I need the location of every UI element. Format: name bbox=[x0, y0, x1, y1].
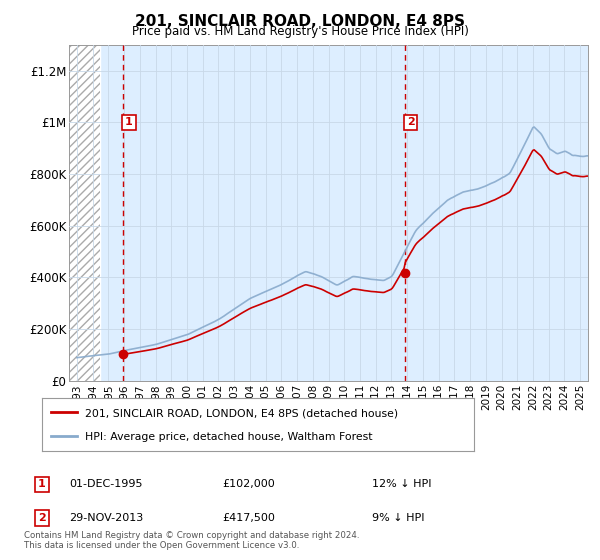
Text: 9% ↓ HPI: 9% ↓ HPI bbox=[372, 513, 425, 523]
Text: 1: 1 bbox=[125, 118, 133, 127]
Text: £417,500: £417,500 bbox=[222, 513, 275, 523]
Text: HPI: Average price, detached house, Waltham Forest: HPI: Average price, detached house, Walt… bbox=[85, 432, 373, 442]
Text: Contains HM Land Registry data © Crown copyright and database right 2024.
This d: Contains HM Land Registry data © Crown c… bbox=[24, 530, 359, 550]
Text: 2: 2 bbox=[407, 118, 415, 127]
Text: £102,000: £102,000 bbox=[222, 479, 275, 489]
Text: 201, SINCLAIR ROAD, LONDON, E4 8PS (detached house): 201, SINCLAIR ROAD, LONDON, E4 8PS (deta… bbox=[85, 409, 398, 418]
Text: Price paid vs. HM Land Registry's House Price Index (HPI): Price paid vs. HM Land Registry's House … bbox=[131, 25, 469, 38]
Text: 1: 1 bbox=[38, 479, 46, 489]
Text: 01-DEC-1995: 01-DEC-1995 bbox=[69, 479, 143, 489]
Text: 29-NOV-2013: 29-NOV-2013 bbox=[69, 513, 143, 523]
Text: 201, SINCLAIR ROAD, LONDON, E4 8PS: 201, SINCLAIR ROAD, LONDON, E4 8PS bbox=[135, 14, 465, 29]
Text: 2: 2 bbox=[38, 513, 46, 523]
Bar bbox=[69, 45, 100, 381]
Text: 12% ↓ HPI: 12% ↓ HPI bbox=[372, 479, 431, 489]
Bar bbox=[69, 45, 100, 381]
